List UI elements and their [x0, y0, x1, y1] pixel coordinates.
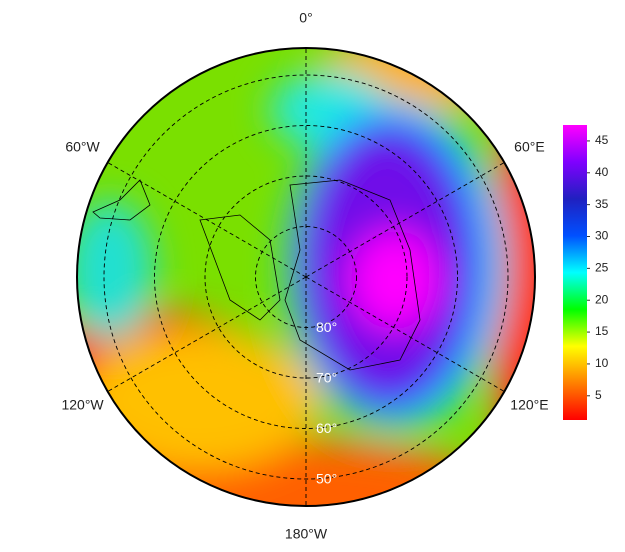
- longitude-label: 120°W: [61, 397, 104, 413]
- latitude-circle: [154, 125, 458, 429]
- map-border: [76, 47, 536, 507]
- colorbar-tick-label: 15: [595, 324, 609, 338]
- latitude-label: 60°: [316, 420, 337, 436]
- latitude-label: 50°: [316, 471, 337, 487]
- meridian: [305, 162, 505, 278]
- colorbar-tick-label: 35: [595, 197, 609, 211]
- meridian: [107, 162, 307, 278]
- colorbar: [563, 125, 587, 420]
- latitude-circle: [204, 175, 408, 379]
- latitude-label: 80°: [316, 319, 337, 335]
- meridian: [305, 276, 505, 392]
- ozone-field: [77, 48, 535, 506]
- colorbar-tick-label: 45: [595, 133, 609, 147]
- latitude-label: 70°: [316, 370, 337, 386]
- longitude-label: 60°W: [65, 139, 100, 155]
- colorbar-tick-label: 30: [595, 229, 609, 243]
- colorbar-tick-label: 40: [595, 165, 609, 179]
- longitude-label: 120°E: [510, 397, 548, 413]
- longitude-label: 60°E: [514, 139, 545, 155]
- longitude-label: 180°W: [285, 526, 328, 542]
- meridian: [107, 276, 307, 392]
- coastline: [92, 179, 421, 371]
- latitude-circle: [103, 74, 509, 480]
- colorbar-tick-label: 25: [595, 261, 609, 275]
- colorbar-tick-label: 20: [595, 292, 609, 306]
- colorbar-tick-label: 5: [595, 388, 602, 402]
- colorbar-tick-label: 10: [595, 356, 609, 370]
- longitude-label: 0°: [299, 10, 312, 26]
